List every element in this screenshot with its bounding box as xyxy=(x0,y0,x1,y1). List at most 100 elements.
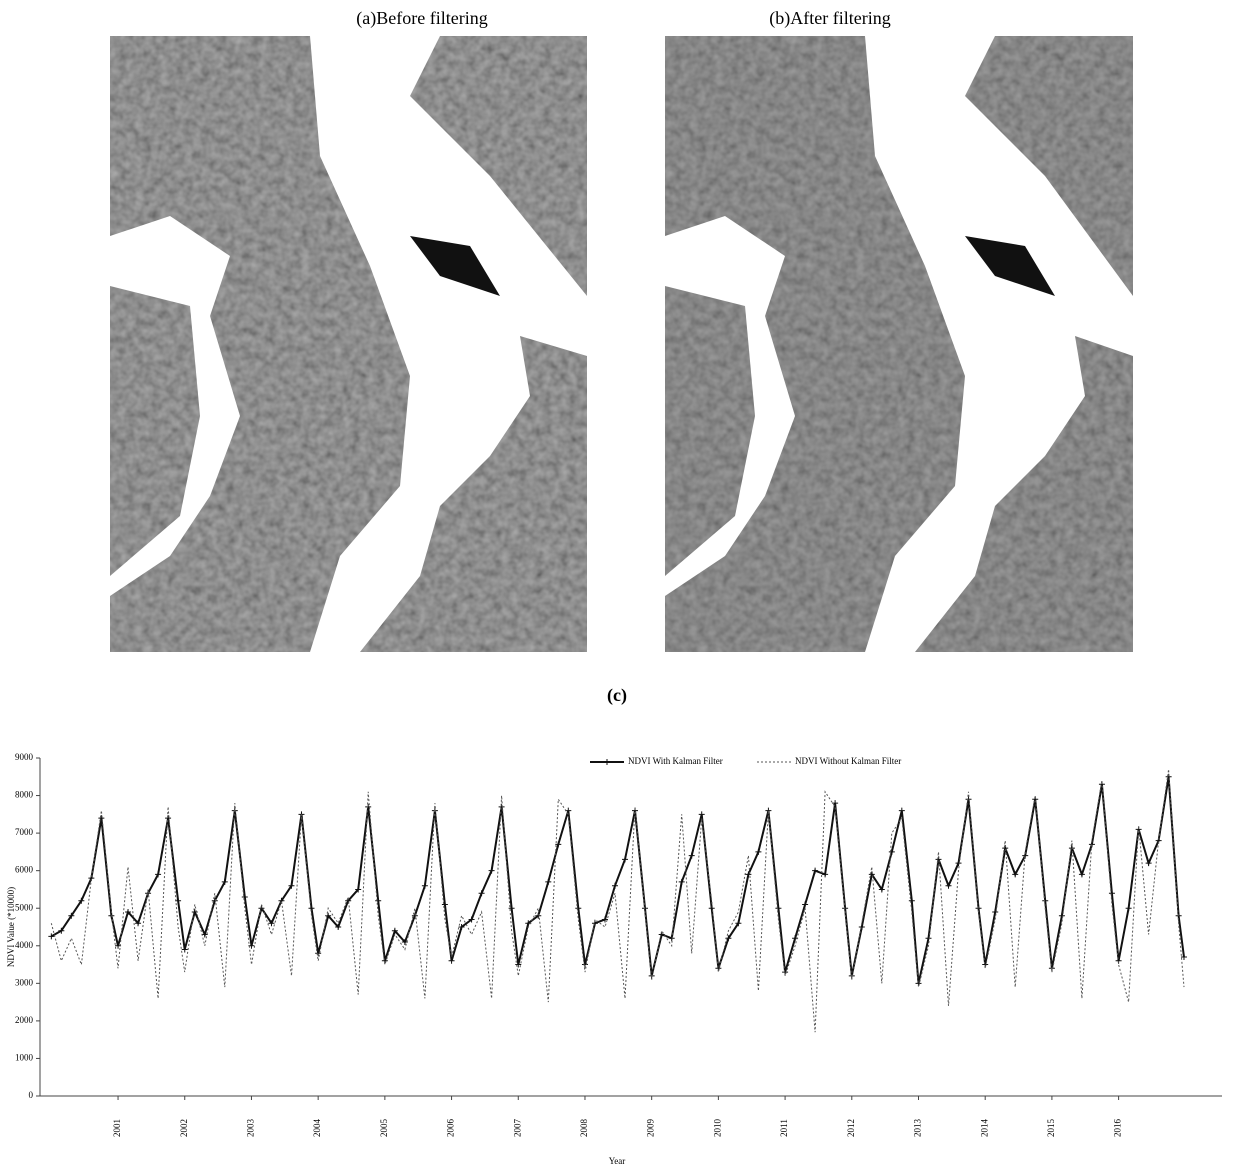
map-image xyxy=(110,36,587,652)
point-marker xyxy=(268,920,275,927)
x-tick-label: 2001 xyxy=(112,1119,122,1137)
x-tick-label: 2015 xyxy=(1046,1119,1056,1138)
point-marker xyxy=(391,927,398,934)
point-marker xyxy=(1058,912,1065,919)
point-marker xyxy=(688,852,695,859)
chart-title: (c) xyxy=(607,685,627,706)
point-marker xyxy=(535,912,542,919)
x-axis-label: Year xyxy=(609,1156,626,1166)
x-tick-label: 2003 xyxy=(246,1119,256,1138)
point-marker xyxy=(488,867,495,874)
y-tick-label: 6000 xyxy=(15,865,34,875)
point-marker xyxy=(822,871,829,878)
x-tick-label: 2012 xyxy=(846,1119,856,1137)
y-tick-label: 8000 xyxy=(15,790,34,800)
point-marker xyxy=(698,811,705,818)
x-tick-label: 2004 xyxy=(312,1119,322,1138)
point-marker xyxy=(258,905,265,912)
point-marker xyxy=(755,848,762,855)
x-tick-label: 2008 xyxy=(579,1119,589,1138)
point-marker xyxy=(201,931,208,938)
y-tick-label: 9000 xyxy=(15,752,34,762)
y-tick-label: 2000 xyxy=(15,1015,34,1025)
point-marker xyxy=(908,897,915,904)
point-marker xyxy=(125,908,132,915)
y-tick-label: 5000 xyxy=(15,902,34,912)
y-tick-label: 3000 xyxy=(15,977,34,987)
x-tick-label: 2014 xyxy=(979,1119,989,1138)
point-marker xyxy=(555,841,562,848)
y-tick-label: 0 xyxy=(29,1090,34,1100)
x-tick-label: 2013 xyxy=(913,1119,923,1138)
point-marker xyxy=(458,924,465,930)
x-tick-label: 2006 xyxy=(446,1119,456,1138)
x-tick-label: 2002 xyxy=(179,1119,189,1137)
point-marker xyxy=(668,935,675,942)
point-marker xyxy=(678,878,685,885)
point-marker xyxy=(288,882,295,889)
point-marker xyxy=(211,897,218,904)
data-line xyxy=(50,776,1185,984)
point-marker xyxy=(58,927,65,934)
panel-title: (b)After filtering xyxy=(769,8,890,29)
point-marker xyxy=(775,905,782,912)
point-marker xyxy=(1078,871,1085,878)
point-marker xyxy=(945,882,952,889)
point-marker xyxy=(965,796,972,803)
x-tick-label: 2010 xyxy=(712,1119,722,1138)
point-marker xyxy=(181,946,188,953)
point-marker xyxy=(601,916,608,923)
y-tick-label: 4000 xyxy=(15,940,34,950)
point-marker xyxy=(1145,860,1152,867)
point-marker xyxy=(992,908,999,915)
point-marker xyxy=(135,920,142,927)
point-marker xyxy=(355,886,362,893)
point-marker xyxy=(48,933,55,940)
point-marker xyxy=(401,939,408,946)
legend-label: NDVI Without Kalman Filter xyxy=(795,756,901,766)
point-marker xyxy=(411,912,418,919)
point-marker xyxy=(621,856,628,863)
point-marker xyxy=(448,957,455,964)
point-marker xyxy=(1042,897,1049,904)
point-marker xyxy=(155,871,162,878)
point-marker xyxy=(575,905,582,912)
map-image xyxy=(665,36,1133,652)
point-marker xyxy=(955,860,962,867)
point-marker xyxy=(508,905,515,912)
x-tick-label: 2016 xyxy=(1113,1119,1123,1138)
y-tick-label: 1000 xyxy=(15,1053,34,1063)
legend-label: NDVI With Kalman Filter xyxy=(628,756,723,766)
point-marker xyxy=(545,878,552,885)
point-marker xyxy=(745,871,752,878)
point-marker xyxy=(421,882,428,889)
point-marker xyxy=(925,935,932,942)
point-marker xyxy=(365,803,372,810)
point-marker xyxy=(832,800,839,807)
point-marker xyxy=(98,815,105,822)
y-axis-label: NDVI Value (*10000) xyxy=(6,887,16,967)
point-marker xyxy=(78,897,85,904)
point-marker xyxy=(898,807,905,814)
point-marker xyxy=(221,878,228,885)
point-marker xyxy=(325,912,332,919)
x-tick-label: 2011 xyxy=(779,1119,789,1137)
point-marker xyxy=(308,905,315,912)
point-marker xyxy=(165,815,172,822)
point-marker xyxy=(241,893,248,900)
legend-marker xyxy=(604,759,610,765)
point-marker xyxy=(1125,905,1132,912)
x-tick-label: 2009 xyxy=(646,1119,656,1138)
data-line xyxy=(50,769,1185,1033)
point-marker xyxy=(315,950,322,957)
point-marker xyxy=(611,882,618,889)
point-marker xyxy=(802,901,809,908)
point-marker xyxy=(1175,912,1182,919)
point-marker xyxy=(1012,871,1019,878)
point-marker xyxy=(68,912,75,919)
point-marker xyxy=(735,920,742,927)
panel-title: (a)Before filtering xyxy=(356,8,487,29)
point-marker xyxy=(708,905,715,912)
